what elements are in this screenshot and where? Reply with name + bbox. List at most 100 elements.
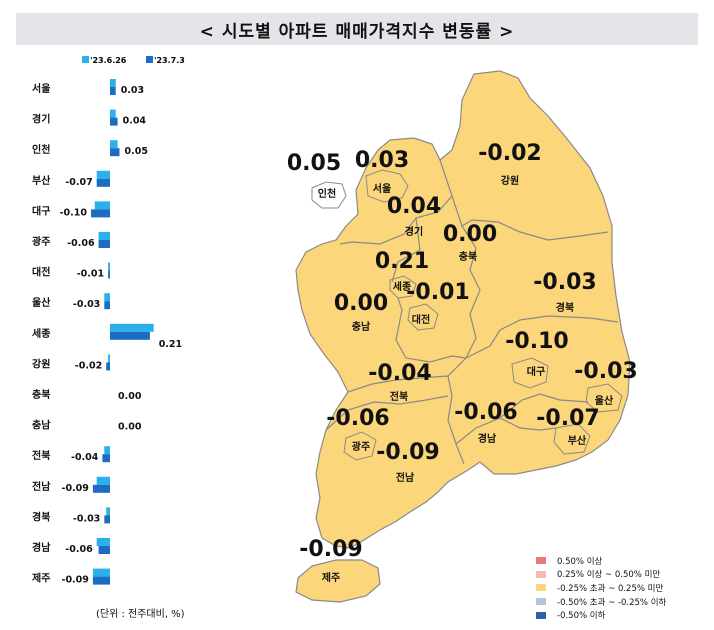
title-bar: < 시도별 아파트 매매가격지수 변동률 >	[16, 13, 698, 45]
category-label: 광주	[32, 236, 50, 248]
legend-label: 0.50% 이상	[557, 556, 603, 567]
bar-curr	[98, 240, 110, 248]
map-region-name: 강원	[501, 174, 519, 187]
map-jeju	[295, 559, 381, 603]
legend-label: -0.50% 이하	[557, 611, 606, 622]
map-region-name: 제주	[322, 571, 340, 584]
map-value: 0.05	[287, 151, 341, 176]
legend-swatch	[536, 557, 546, 565]
bar-prev	[104, 446, 110, 455]
bar-curr	[92, 484, 110, 493]
category-label: 충남	[32, 419, 51, 432]
map-region-name: 광주	[352, 441, 370, 453]
map-value: -0.10	[505, 329, 568, 354]
category-label: 서울	[32, 82, 50, 95]
legend-row: -0.50% 이하	[536, 608, 666, 622]
bar-prev	[96, 170, 110, 179]
bar-curr	[104, 301, 110, 310]
data-label: 0.00	[118, 422, 142, 433]
category-label: 세종	[32, 327, 50, 340]
legend-swatch	[536, 598, 546, 606]
category-label: 강원	[32, 357, 50, 370]
unit-note: (단위 : 전주대비, %)	[96, 609, 185, 620]
bar-curr	[110, 331, 150, 340]
map-busan	[553, 423, 591, 455]
data-label: 0.04	[123, 116, 147, 127]
bar-prev	[108, 354, 110, 363]
map-shapes	[295, 70, 631, 603]
map-region-name: 대구	[527, 365, 545, 378]
data-label: -0.10	[60, 207, 88, 218]
category-label: 대전	[32, 266, 50, 279]
map-daegu	[511, 357, 549, 389]
map-region-name: 부산	[568, 434, 587, 447]
category-label: 부산	[32, 174, 51, 187]
data-label: -0.09	[62, 575, 89, 586]
map-region-name: 충북	[459, 250, 477, 263]
map-value: -0.04	[368, 361, 431, 386]
map-region-name: 전남	[396, 471, 415, 484]
data-label: -0.02	[75, 360, 102, 371]
data-label: -0.03	[73, 299, 100, 310]
legend-row: 0.50% 이상	[536, 554, 666, 568]
map-gwangju	[343, 431, 377, 461]
map-value: -0.01	[406, 280, 469, 305]
category-label: 경남	[32, 541, 51, 554]
map-value: 0.00	[443, 222, 497, 247]
map-region-name: 경북	[556, 301, 574, 314]
bar-curr	[102, 454, 110, 463]
category-label: 울산	[32, 296, 51, 309]
bar-prev	[110, 140, 118, 149]
map-value: -0.06	[454, 400, 517, 425]
data-label: -0.01	[77, 269, 104, 280]
map-value: -0.03	[533, 270, 596, 295]
bar-curr	[110, 117, 118, 126]
bar-curr	[110, 148, 120, 157]
category-label: 충북	[32, 388, 50, 401]
category-label: 전북	[32, 449, 50, 462]
legend-label: -0.25% 초과 ~ 0.25% 미만	[557, 583, 664, 594]
data-label: 0.21	[159, 339, 182, 350]
map-region-name: 전북	[390, 390, 408, 403]
legend-swatch-0	[82, 56, 89, 63]
bar-curr	[110, 87, 116, 95]
category-label: 경북	[32, 510, 50, 523]
map-value: -0.02	[478, 141, 541, 166]
map-daejeon	[407, 303, 439, 331]
legend-row: -0.25% 초과 ~ 0.25% 미만	[536, 581, 666, 595]
page-title: < 시도별 아파트 매매가격지수 변동률 >	[199, 21, 515, 42]
legend-label-0: '23.6.26	[90, 56, 127, 65]
bar-prev	[110, 323, 154, 332]
legend-swatch-1	[146, 56, 153, 63]
data-label: -0.09	[62, 483, 89, 494]
bar-prev	[98, 232, 110, 240]
bar-curr	[96, 178, 110, 187]
map-region-name: 충남	[352, 320, 371, 333]
map-region-name: 경기	[405, 225, 423, 238]
data-label: 0.03	[121, 85, 144, 96]
legend-swatch	[536, 570, 546, 578]
legend-swatch	[536, 584, 546, 592]
legend-label-1: '23.7.3	[154, 56, 185, 65]
map-value: 0.21	[375, 249, 429, 274]
province-borders	[325, 159, 619, 465]
data-label: 0.00	[118, 391, 142, 402]
bar-prev	[110, 79, 116, 87]
bar-prev	[96, 538, 110, 546]
category-label: 대구	[32, 204, 50, 217]
bar-curr	[104, 515, 110, 524]
data-label: 0.05	[125, 146, 148, 157]
map-region-name: 대전	[412, 313, 430, 326]
bar-curr	[91, 209, 110, 218]
category-label: 전남	[32, 480, 51, 493]
legend-row: 0.25% 이상 ~ 0.50% 미만	[536, 568, 666, 582]
map-value: 0.04	[387, 194, 441, 219]
bar-curr	[92, 576, 110, 585]
data-label: -0.06	[65, 544, 93, 555]
bar-prev	[92, 568, 110, 577]
legend-row: -0.50% 초과 ~ -0.25% 이하	[536, 595, 666, 609]
map-value: -0.09	[299, 537, 362, 562]
map-value: -0.09	[376, 440, 439, 465]
